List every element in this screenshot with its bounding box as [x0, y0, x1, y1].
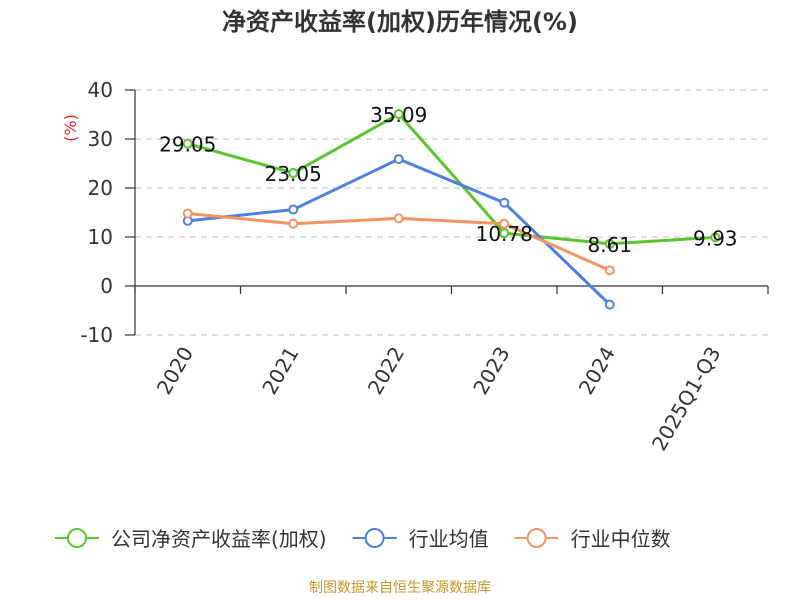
x-tick-label: 2023 — [468, 343, 514, 399]
data-point — [393, 213, 404, 224]
legend-label: 公司净资产收益率(加权) — [111, 527, 327, 551]
y-tick-label: 10 — [88, 225, 113, 249]
y-tick-label: 30 — [88, 127, 113, 151]
y-axis-label: (%) — [61, 114, 80, 142]
source-note: 制图数据来自恒生聚源数据库 — [309, 580, 491, 596]
data-point — [604, 238, 615, 249]
data-point — [182, 208, 193, 219]
x-tick-label: 2022 — [363, 343, 409, 399]
series-line — [187, 112, 716, 246]
series-2 — [182, 208, 615, 276]
legend-item-1: 行业均值 — [352, 527, 489, 551]
x-tick-label: 2020 — [152, 343, 198, 399]
legend-label: 行业均值 — [409, 527, 489, 551]
series-line — [187, 157, 611, 306]
data-label: 9.93 — [693, 226, 738, 250]
grid-lines — [135, 89, 768, 336]
data-label: 23.05 — [265, 162, 322, 186]
data-point — [182, 138, 193, 149]
series-0 — [182, 109, 721, 249]
data-point — [710, 232, 721, 243]
y-tick-label: 20 — [88, 176, 113, 200]
data-labels: 29.05 23.05 35.09 10.78 8.61 9.93 — [159, 103, 737, 257]
data-point — [393, 109, 404, 120]
y-tick-label: 0 — [100, 274, 113, 298]
x-tick-label: 2024 — [574, 343, 620, 399]
data-point — [288, 168, 299, 179]
legend-label: 行业中位数 — [571, 527, 671, 551]
data-label: 8.61 — [587, 233, 632, 257]
data-point — [499, 228, 510, 239]
data-label: 29.05 — [159, 133, 216, 157]
data-point — [499, 197, 510, 208]
legend-swatch-marker — [364, 528, 385, 548]
data-point — [499, 218, 510, 229]
series-1 — [182, 154, 615, 310]
data-label: 35.09 — [370, 103, 427, 127]
legend-swatch-marker — [67, 528, 87, 548]
y-tick-label: -10 — [80, 323, 113, 347]
data-point — [288, 204, 299, 215]
data-label: 10.78 — [476, 222, 533, 246]
data-point — [393, 154, 404, 165]
chart-title: 净资产收益率(加权)历年情况(%) — [222, 8, 578, 36]
x-tick-label: 2021 — [257, 343, 303, 399]
series-layer — [182, 109, 721, 310]
data-point — [604, 265, 615, 276]
x-tick-label: 2025Q1-Q3 — [647, 343, 726, 455]
data-point — [288, 218, 299, 229]
y-tick-label: 40 — [88, 78, 113, 102]
legend-swatch-marker — [526, 528, 547, 548]
legend-item-0: 公司净资产收益率(加权) — [55, 527, 327, 551]
legend: 公司净资产收益率(加权) 行业均值 行业中位数 — [55, 527, 671, 551]
data-point — [604, 299, 615, 310]
legend-item-2: 行业中位数 — [514, 527, 671, 551]
